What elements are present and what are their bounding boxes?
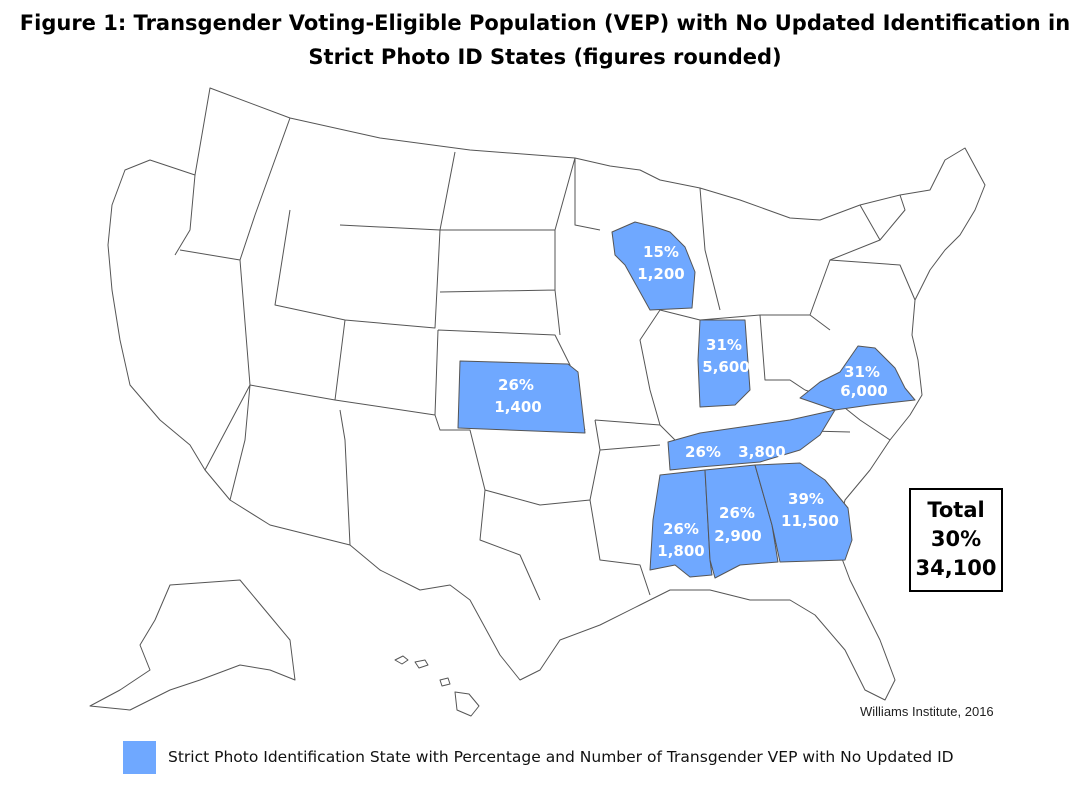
state-tennessee (667, 409, 836, 471)
kansas-number-label: 1,400 (494, 398, 541, 416)
state-kansas (457, 360, 586, 434)
state-indiana (697, 319, 751, 408)
mississippi-number-label: 1,800 (657, 542, 704, 560)
tennessee-percent-label: 26% (685, 443, 721, 461)
kansas-percent-label: 26% (498, 376, 534, 394)
state-wisconsin (611, 221, 696, 311)
alabama-number-label: 2,900 (714, 527, 761, 545)
figure-title: Figure 1: Transgender Voting-Eligible Po… (0, 6, 1090, 74)
georgia-number-label: 11,500 (781, 512, 839, 530)
legend: Strict Photo Identification State with P… (123, 740, 954, 774)
us-map: 15% 1,200 31% 5,600 26% 1,400 31% 6,000 … (89, 87, 986, 717)
legend-label: Strict Photo Identification State with P… (168, 748, 954, 766)
total-summary-box: Total 30% 34,100 (909, 488, 1003, 592)
virginia-number-label: 6,000 (840, 382, 887, 400)
total-number: 34,100 (915, 556, 997, 580)
georgia-percent-label: 39% (788, 490, 824, 508)
tennessee-number-label: 3,800 (738, 443, 785, 461)
total-heading: Total (927, 498, 985, 522)
figure-title-line-2: Strict Photo ID States (figures rounded) (308, 45, 782, 69)
alabama-percent-label: 26% (719, 504, 755, 522)
indiana-number-label: 5,600 (702, 358, 749, 376)
alaska-outline (89, 579, 296, 711)
mississippi-percent-label: 26% (663, 520, 699, 538)
total-percent: 30% (930, 527, 982, 551)
hawaii-islands (394, 655, 480, 717)
state-georgia (754, 462, 853, 563)
wisconsin-percent-label: 15% (643, 243, 679, 261)
indiana-percent-label: 31% (706, 336, 742, 354)
legend-swatch (123, 740, 156, 774)
state-virginia (799, 345, 916, 411)
source-credit: Williams Institute, 2016 (860, 704, 994, 719)
virginia-percent-label: 31% (844, 363, 880, 381)
wisconsin-number-label: 1,200 (637, 265, 684, 283)
figure-title-line-1: Figure 1: Transgender Voting-Eligible Po… (19, 11, 1071, 35)
